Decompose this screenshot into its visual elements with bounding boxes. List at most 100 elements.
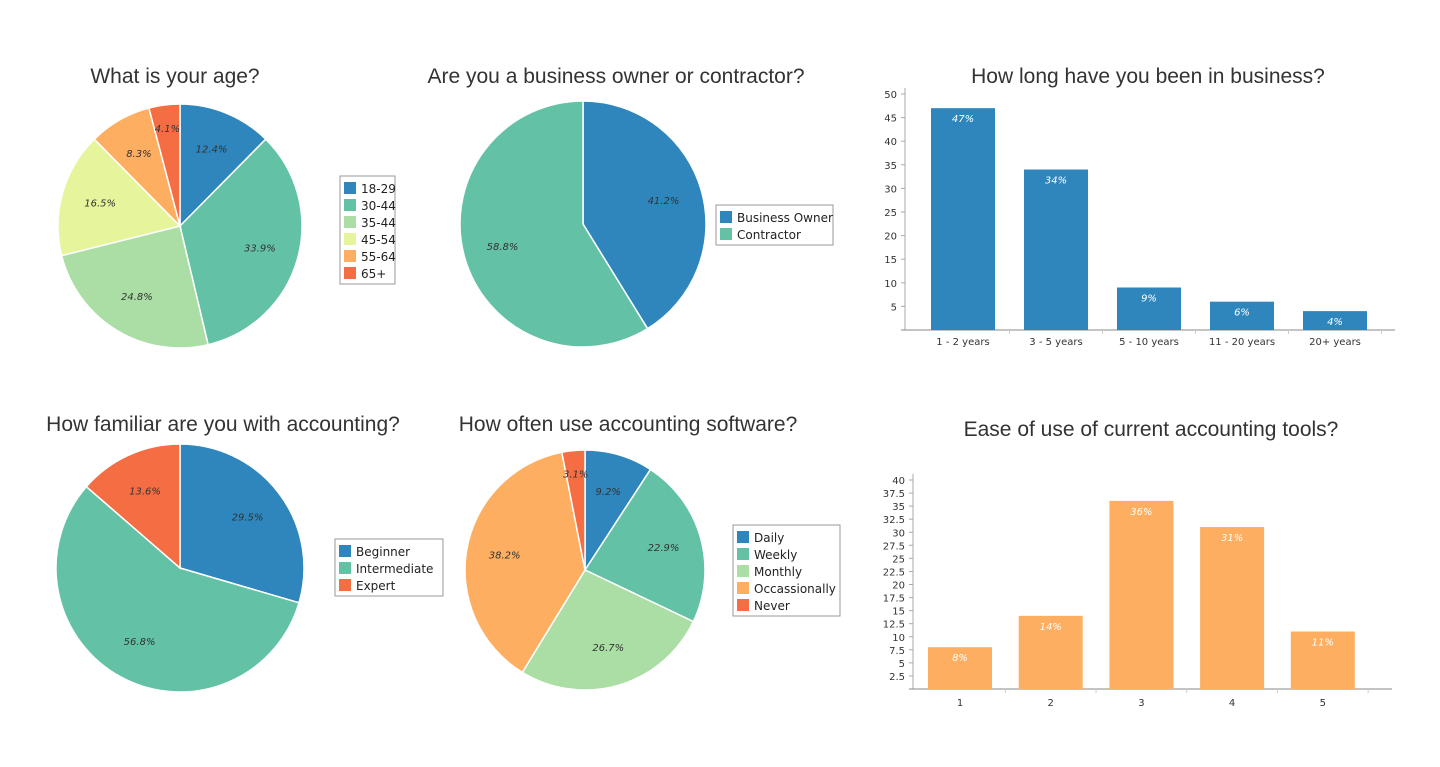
bar-3 xyxy=(1109,500,1174,689)
x-tick-label: 2 xyxy=(1048,698,1054,709)
pie-slice-45-54 xyxy=(57,138,182,257)
pie-slice-30-44 xyxy=(179,138,303,346)
legend-item: 30-44 xyxy=(361,199,396,213)
slice-label: 4.1% xyxy=(155,124,180,135)
slice-label: 12.4% xyxy=(196,144,228,155)
x-tick-label: 1 - 2 years xyxy=(936,337,989,348)
legend-swatch xyxy=(737,599,749,611)
y-tick-label: 10 xyxy=(884,279,897,290)
slice-label: 58.8% xyxy=(487,242,519,253)
chart-title: How familiar are you with accounting? xyxy=(46,413,400,436)
chart-2: Are you a business owner or contractor? 4… xyxy=(427,65,834,348)
y-tick-label: 5 xyxy=(899,659,905,670)
legend-box xyxy=(334,538,444,597)
legend-item: Monthly xyxy=(754,565,802,579)
x-tick-label: 3 xyxy=(1138,698,1144,709)
bar-5 xyxy=(1290,631,1355,689)
legend-item: Contractor xyxy=(737,228,801,242)
bar-5 - 10 years xyxy=(1117,287,1181,330)
pie-slice-Intermediate xyxy=(55,485,300,693)
slice-label: 3.1% xyxy=(563,469,588,480)
pie-slice-65+ xyxy=(148,103,181,227)
y-tick-label: 30 xyxy=(892,528,905,539)
y-tick-label: 12.5 xyxy=(883,620,905,631)
legend-item: 55-64 xyxy=(361,250,396,264)
chart-1: What is your age? 12.4% 33.9% 24.8% 16.5% 8.3… xyxy=(57,65,396,349)
legend-item: Business Owner xyxy=(737,211,833,225)
x-tick-label: 5 xyxy=(1320,698,1326,709)
y-tick-label: 30 xyxy=(884,184,897,195)
slice-label: 16.5% xyxy=(84,199,116,210)
slice-label: 41.2% xyxy=(648,196,680,207)
bar-data-label: 9% xyxy=(1141,294,1157,305)
bar-4 xyxy=(1200,527,1265,689)
legend-item: Beginner xyxy=(356,545,410,559)
slice-label: 22.9% xyxy=(648,543,680,554)
legend-swatch xyxy=(339,579,351,591)
legend-swatch xyxy=(737,548,749,560)
y-tick-label: 40 xyxy=(892,476,905,487)
y-tick-label: 7.5 xyxy=(889,646,905,657)
bar-20+ years xyxy=(1303,311,1367,330)
x-tick-label: 3 - 5 years xyxy=(1029,337,1082,348)
y-tick-label: 25 xyxy=(892,554,905,565)
x-tick-label: 5 - 10 years xyxy=(1119,337,1179,348)
bar-data-label: 47% xyxy=(952,114,974,125)
bar-11 - 20 years xyxy=(1210,301,1274,330)
bar-3 - 5 years xyxy=(1024,169,1088,330)
pie-slice-Business Owner xyxy=(582,100,707,330)
legend-item: 45-54 xyxy=(361,233,396,247)
y-tick-label: 45 xyxy=(884,114,897,125)
legend: 18-29 30-44 35-44 45-54 55-64 65+ xyxy=(339,175,396,285)
chart-title: What is your age? xyxy=(90,65,259,88)
bar-data-label: 14% xyxy=(1040,622,1062,633)
y-tick-label: 37.5 xyxy=(883,489,905,500)
bar-data-label: 31% xyxy=(1221,533,1243,544)
pie-slice-18-29 xyxy=(179,103,267,228)
bar-data-label: 11% xyxy=(1312,638,1334,649)
slice-label: 38.2% xyxy=(489,551,521,562)
y-tick-label: 2.5 xyxy=(889,672,905,683)
chart-3: How long have you been in business? 5 10 15… xyxy=(884,65,1395,348)
slice-label: 9.2% xyxy=(596,487,621,498)
chart-4: How familiar are you with accounting? 29.… xyxy=(46,413,444,693)
slice-label: 33.9% xyxy=(244,243,276,254)
x-tick-label: 20+ years xyxy=(1309,337,1361,348)
legend: Beginner Intermediate Expert xyxy=(334,538,444,597)
x-tick-label: 11 - 20 years xyxy=(1209,337,1275,348)
legend-swatch xyxy=(344,182,356,194)
slice-label: 8.3% xyxy=(126,149,151,160)
legend-item: Occassionally xyxy=(754,582,836,596)
bar-1 - 2 years xyxy=(931,108,995,330)
y-tick-label: 25 xyxy=(884,208,897,219)
y-tick-label: 10 xyxy=(892,633,905,644)
pie-slice-Never xyxy=(560,449,586,571)
legend-swatch xyxy=(737,531,749,543)
legend-item: Intermediate xyxy=(356,562,433,576)
y-tick-label: 15 xyxy=(884,255,897,266)
legend: Daily Weekly Monthly Occassionally Never xyxy=(732,524,841,617)
y-tick-label: 50 xyxy=(884,90,897,101)
pie-slice-Monthly xyxy=(521,569,695,691)
pie-slice-Beginner xyxy=(179,443,305,604)
y-tick-label: 20 xyxy=(884,232,897,243)
y-tick-label: 5 xyxy=(891,302,897,313)
y-tick-label: 35 xyxy=(892,502,905,513)
y-tick-label: 15 xyxy=(892,607,905,618)
legend-swatch xyxy=(720,211,732,223)
slice-label: 24.8% xyxy=(121,292,153,303)
chart-title: Ease of use of current accounting tools? xyxy=(964,418,1339,441)
bar-data-label: 6% xyxy=(1234,308,1250,319)
y-tick-label: 35 xyxy=(884,161,897,172)
legend-box xyxy=(732,524,841,617)
bar-data-label: 8% xyxy=(952,653,968,664)
bar-2 xyxy=(1018,615,1083,689)
bar-1 xyxy=(928,647,992,689)
x-tick-label: 1 xyxy=(957,698,963,709)
legend-box xyxy=(715,204,834,246)
legend-item: Daily xyxy=(754,531,784,545)
slice-label: 26.7% xyxy=(592,643,624,654)
chart-title: How long have you been in business? xyxy=(971,65,1325,88)
y-tick-label: 27.5 xyxy=(883,541,905,552)
